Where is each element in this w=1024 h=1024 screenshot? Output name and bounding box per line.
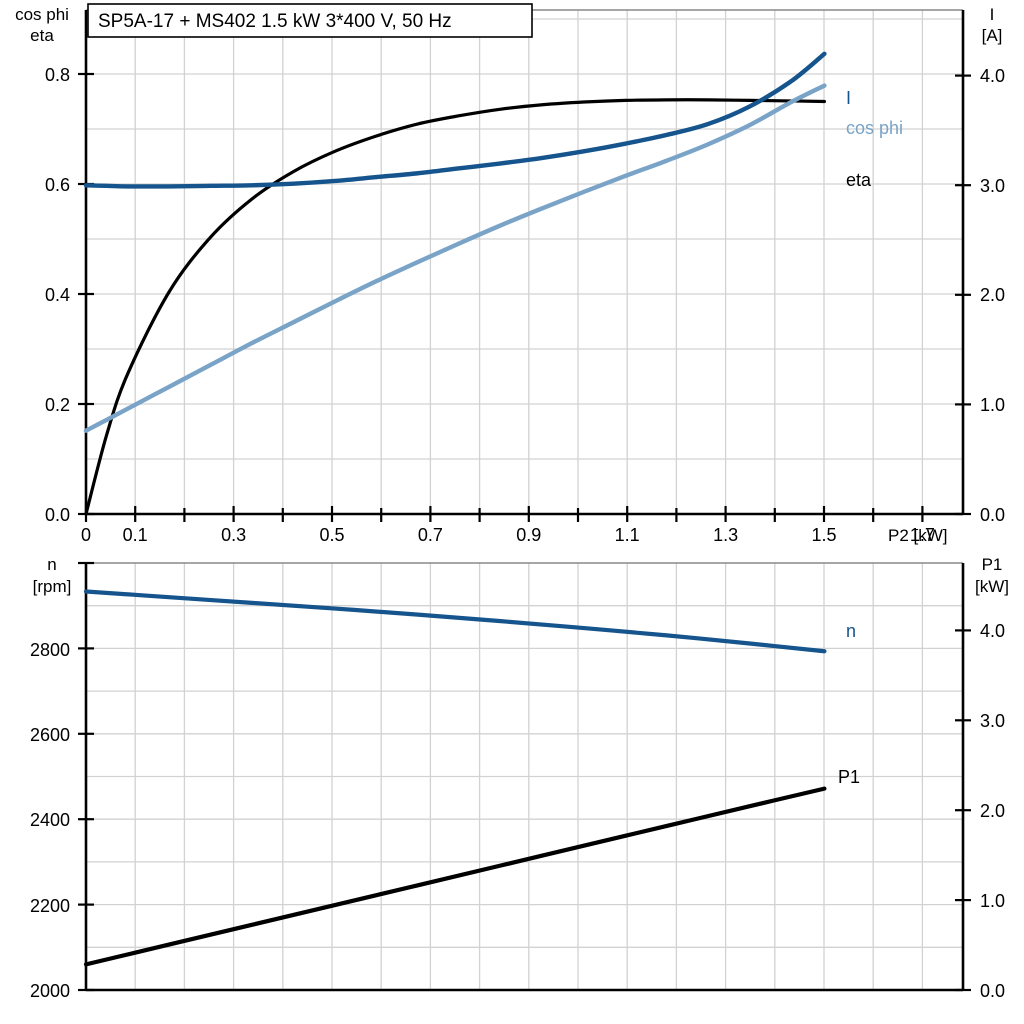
top-x-tick-3: 0.5 — [319, 525, 344, 545]
top-x-tick-4: 0.7 — [418, 525, 443, 545]
bottom-right-tick-3: 3.0 — [980, 711, 1005, 731]
label-power: P1 — [838, 767, 860, 787]
top-x-tick-1: 0.1 — [123, 525, 148, 545]
top-right-tick-2: 2.0 — [980, 285, 1005, 305]
curve-eta — [84, 98, 827, 516]
top-right-tick-0: 0.0 — [980, 505, 1005, 525]
top-chart-grid — [85, 10, 963, 514]
bottom-right-axis-title-2: [kW] — [975, 577, 1009, 596]
curve-power — [83, 786, 827, 967]
label-cos-phi: cos phi — [846, 118, 903, 138]
bottom-left-tick-2: 2400 — [30, 810, 70, 830]
title-box — [87, 3, 533, 38]
top-chart-right-ticks — [955, 74, 971, 516]
curve-cos-phi — [83, 83, 827, 433]
top-left-tick-0: 0.0 — [45, 505, 70, 525]
top-x-axis-title: P2 [kW] — [888, 526, 948, 545]
top-x-tick-2: 0.3 — [221, 525, 246, 545]
bottom-right-tick-4: 4.0 — [980, 621, 1005, 641]
curve-current — [83, 51, 827, 189]
label-eta: eta — [846, 170, 872, 190]
top-x-tick-6: 1.1 — [615, 525, 640, 545]
top-right-tick-4: 4.0 — [980, 66, 1005, 86]
chart-title: SP5A-17 + MS402 1.5 kW 3*400 V, 50 Hz — [98, 11, 452, 32]
bottom-chart-left-ticks — [78, 561, 94, 992]
label-speed: n — [846, 621, 856, 641]
bottom-right-tick-2: 2.0 — [980, 801, 1005, 821]
bottom-left-tick-0: 2000 — [30, 981, 70, 1001]
bottom-left-axis-title-2: [rpm] — [33, 577, 72, 596]
label-current: I — [846, 88, 851, 108]
bottom-left-axis-title-1: n — [47, 555, 56, 574]
bottom-left-tick-4: 2800 — [30, 640, 70, 660]
bottom-left-tick-3: 2600 — [30, 725, 70, 745]
top-x-tick-5: 0.9 — [516, 525, 541, 545]
bottom-chart-grid — [85, 563, 963, 990]
bottom-chart-speed-power: 2000 2200 2400 2600 2800 n [rpm] 0.0 1.0… — [0, 546, 1024, 1024]
top-left-tick-2: 0.4 — [45, 285, 70, 305]
top-x-tick-8: 1.5 — [811, 525, 836, 545]
top-left-tick-1: 0.2 — [45, 395, 70, 415]
top-left-tick-3: 0.6 — [45, 175, 70, 195]
top-right-tick-3: 3.0 — [980, 176, 1005, 196]
top-left-tick-4: 0.8 — [45, 65, 70, 85]
top-right-axis-title-2: [A] — [982, 26, 1003, 45]
top-right-tick-1: 1.0 — [980, 395, 1005, 415]
bottom-right-axis-title-1: P1 — [982, 555, 1003, 574]
curve-speed — [83, 589, 827, 654]
top-left-axis-title-1: cos phi — [15, 5, 69, 24]
top-left-axis-title-2: eta — [30, 26, 54, 45]
bottom-left-tick-1: 2200 — [30, 896, 70, 916]
bottom-right-tick-1: 1.0 — [980, 891, 1005, 911]
top-x-tick-7: 1.3 — [713, 525, 738, 545]
top-x-tick-9: 1.7 — [910, 525, 935, 545]
top-chart-performance: 0.0 0.2 0.4 0.6 0.8 0.0 1.0 2.0 3.0 4.0 — [15, 3, 1005, 545]
top-right-axis-title-1: I — [990, 5, 995, 24]
bottom-chart-right-ticks — [955, 629, 971, 992]
bottom-right-tick-0: 0.0 — [980, 981, 1005, 1001]
top-x-tick-0: 0 — [81, 525, 91, 545]
